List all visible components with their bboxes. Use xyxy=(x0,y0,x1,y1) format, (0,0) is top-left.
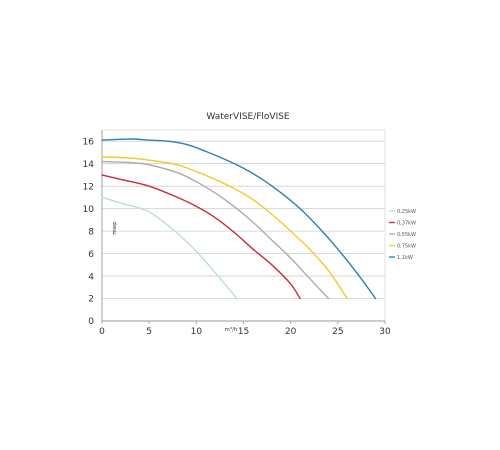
y-tick-label: 16 xyxy=(83,137,95,147)
legend-label-0-55kw: 0,55kW xyxy=(397,232,416,238)
chart-title: WaterVISE/FloVISE xyxy=(206,112,290,122)
series-line-0-75kw xyxy=(101,156,348,300)
y-tick-label: 2 xyxy=(88,295,94,305)
x-tick-label: 5 xyxy=(146,327,152,337)
y-tick-label: 10 xyxy=(83,205,95,215)
y-tick-label: 6 xyxy=(88,250,94,260)
y-tick-label: 12 xyxy=(83,182,94,192)
legend-label-0-37kw: 0,37kW xyxy=(397,220,416,226)
y-tick-label: 8 xyxy=(88,227,94,237)
series-line-0-37kw xyxy=(101,174,301,300)
y-tick-label: 0 xyxy=(88,317,94,327)
series-line-0-55kw xyxy=(101,160,330,300)
x-tick-label: 25 xyxy=(332,327,343,337)
series-line-0-25kw xyxy=(101,196,238,300)
legend: 0,25kW 0,37kW 0,55kW 0,75kW 1,1kW xyxy=(389,209,416,261)
x-tick-label: 30 xyxy=(379,327,391,337)
legend-label-0-25kw: 0,25kW xyxy=(397,209,416,215)
x-axis-label: m³/h xyxy=(225,326,238,333)
y-tick-label: 14 xyxy=(83,160,95,170)
x-tick-label: 20 xyxy=(285,327,297,337)
series-lines xyxy=(101,138,377,300)
x-tick-label: 10 xyxy=(191,327,203,337)
axes: 0 2 4 6 8 10 12 14 16 0 5 10 15 20 25 30 xyxy=(83,130,391,337)
series-line-1-1kw xyxy=(101,138,377,300)
x-tick-label: 15 xyxy=(238,327,249,337)
legend-label-1-1kw: 1,1kW xyxy=(397,255,413,261)
x-tick-label: 0 xyxy=(99,327,105,337)
legend-label-0-75kw: 0,75kW xyxy=(397,243,416,249)
y-axis-label: mwp xyxy=(112,221,118,235)
y-tick-label: 4 xyxy=(88,272,94,282)
